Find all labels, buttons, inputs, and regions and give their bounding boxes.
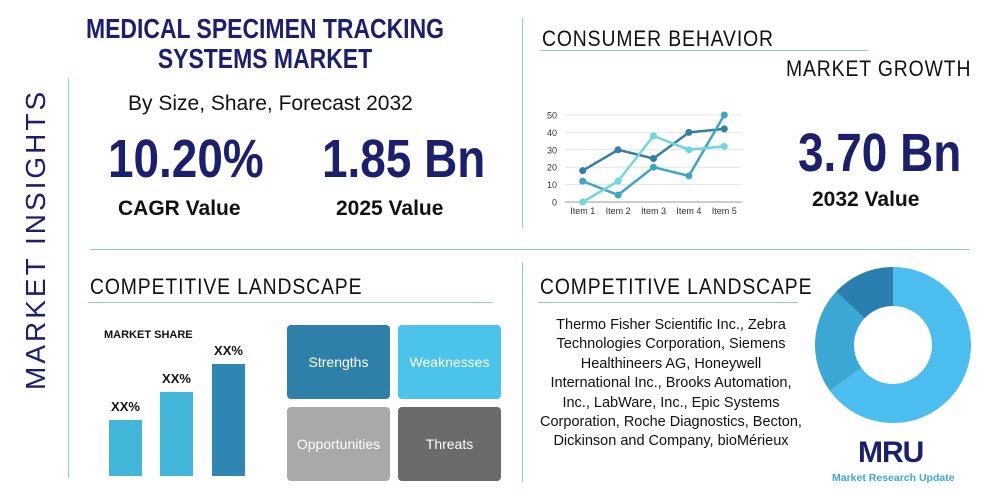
divider bbox=[522, 18, 523, 228]
market-share-bar bbox=[160, 392, 193, 476]
x-tick-label: Item 2 bbox=[606, 206, 631, 216]
side-label: MARKET INSIGHTS bbox=[20, 88, 51, 390]
swot-strengths: Strengths bbox=[287, 325, 390, 399]
divider bbox=[88, 302, 493, 303]
data-point bbox=[614, 146, 622, 154]
consumer-behavior-heading: CONSUMER BEHAVIOR bbox=[542, 26, 774, 51]
y-tick-label: 0 bbox=[552, 198, 557, 208]
data-point bbox=[720, 111, 728, 119]
y-tick-label: 20 bbox=[547, 163, 557, 173]
data-point bbox=[685, 128, 693, 136]
market-share-title: MARKET SHARE bbox=[104, 329, 193, 341]
x-tick-label: Item 4 bbox=[676, 206, 701, 216]
y-tick-label: 10 bbox=[547, 180, 557, 190]
label-2032: 2032 Value bbox=[812, 188, 920, 211]
divider bbox=[522, 262, 523, 482]
data-point bbox=[650, 132, 657, 140]
y-tick-label: 40 bbox=[547, 128, 557, 138]
divider bbox=[538, 302, 798, 303]
swot-grid: Strengths Weaknesses Opportunities Threats bbox=[287, 325, 501, 481]
competitive-heading-left: COMPETITIVE LANDSCAPE bbox=[90, 274, 363, 299]
competitive-heading-right: COMPETITIVE LANDSCAPE bbox=[540, 274, 813, 299]
x-tick-label: Item 1 bbox=[570, 206, 595, 216]
label-2025: 2025 Value bbox=[336, 197, 444, 220]
data-point bbox=[650, 155, 657, 162]
data-point bbox=[685, 146, 693, 154]
cagr-value: 10.20% bbox=[108, 129, 264, 189]
market-growth-heading: MARKET GROWTH bbox=[786, 56, 972, 81]
donut-slice bbox=[829, 267, 971, 423]
divider bbox=[68, 78, 69, 478]
value-2025: 1.85 Bn bbox=[322, 129, 486, 189]
y-tick-label: 30 bbox=[547, 145, 557, 155]
data-point bbox=[614, 191, 622, 199]
logo-mark: MRU bbox=[858, 436, 924, 469]
x-tick-label: Item 3 bbox=[641, 206, 666, 216]
bar-label: XX% bbox=[214, 343, 243, 358]
data-point bbox=[614, 177, 622, 185]
market-share-bars: XX% XX% XX% bbox=[100, 336, 260, 476]
swot-threats: Threats bbox=[398, 407, 501, 481]
data-point bbox=[650, 163, 657, 171]
logo-name: Market Research Update bbox=[832, 472, 955, 484]
market-share-bar bbox=[109, 420, 142, 476]
cagr-label: CAGR Value bbox=[118, 197, 241, 220]
y-tick-label: 50 bbox=[547, 111, 557, 121]
donut-chart bbox=[815, 267, 971, 423]
divider bbox=[90, 249, 970, 250]
swot-opportunities: Opportunities bbox=[287, 407, 390, 481]
x-tick-label: Item 5 bbox=[712, 206, 737, 216]
data-point bbox=[579, 167, 587, 175]
divider bbox=[540, 50, 868, 51]
donut-slice bbox=[836, 267, 893, 319]
data-point bbox=[720, 142, 728, 150]
bar-label: XX% bbox=[111, 399, 140, 414]
company-list: Thermo Fisher Scientific Inc., Zebra Tec… bbox=[540, 317, 802, 450]
value-2032: 3.70 Bn bbox=[798, 123, 962, 183]
swot-weaknesses: Weaknesses bbox=[398, 325, 501, 399]
data-point bbox=[720, 125, 728, 133]
market-share-bar bbox=[212, 364, 245, 476]
line-chart: 0 10 20 30 40 50 Item 1 Item 2 Item 3 Item 4 Item … bbox=[547, 111, 742, 216]
subtitle: By Size, Share, Forecast 2032 bbox=[128, 92, 413, 115]
data-point bbox=[579, 198, 587, 206]
data-point bbox=[685, 172, 693, 180]
donut-slice bbox=[815, 291, 865, 391]
bar-label: XX% bbox=[162, 371, 191, 386]
page-title: MEDICAL SPECIMEN TRACKING SYSTEMS MARKET bbox=[85, 13, 445, 74]
data-point bbox=[579, 177, 587, 185]
